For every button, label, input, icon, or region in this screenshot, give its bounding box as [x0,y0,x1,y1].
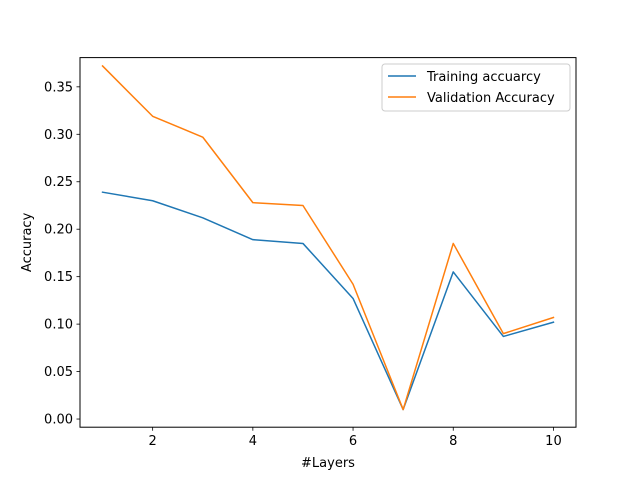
plot-frame [79,57,577,428]
x-tick-label: 2 [149,434,157,449]
y-tick-label: 0.35 [44,80,73,95]
legend-label-training: Training accuarcy [426,70,541,85]
x-axis-label: #Layers [301,456,355,471]
y-tick-label: 0.00 [44,413,73,428]
x-tick-label: 10 [545,434,562,449]
x-axis-ticks: 2 4 6 8 10 [149,427,562,449]
y-tick-label: 0.05 [44,365,73,380]
y-tick-label: 0.30 [44,128,73,143]
y-axis-label: Accuracy [20,212,35,272]
series-line-1 [101,64,555,411]
x-tick-label: 6 [349,434,357,449]
y-tick-label: 0.20 [44,223,73,238]
legend-label-validation: Validation Accuracy [427,91,555,106]
x-tick-label: 4 [249,434,257,449]
y-tick-label: 0.15 [44,270,73,285]
plot-lines [101,64,555,411]
legend-frame [381,63,571,112]
x-tick-label: 8 [449,434,457,449]
y-tick-label: 0.25 [44,175,73,190]
series-line-0 [101,191,555,411]
y-tick-label: 0.10 [44,318,73,333]
legend: Training accuarcy Validation Accuracy [381,63,571,112]
y-axis-ticks: 0.00 0.05 0.10 0.15 0.20 0.25 0.30 0.35 [44,80,80,428]
